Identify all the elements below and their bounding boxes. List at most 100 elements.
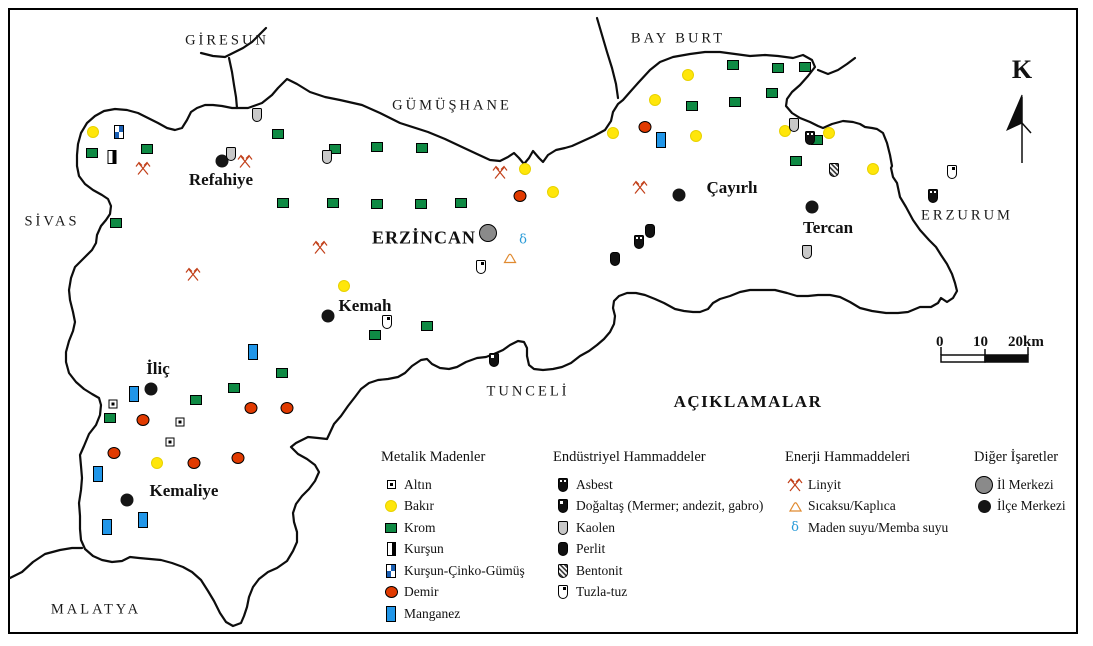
krom-icon bbox=[277, 198, 289, 208]
linyit-icon bbox=[185, 267, 201, 282]
krom-icon bbox=[766, 88, 778, 98]
linyit-icon bbox=[632, 180, 648, 195]
linyit-icon bbox=[135, 161, 151, 176]
il-icon bbox=[975, 475, 993, 494]
manganez-icon bbox=[248, 344, 258, 360]
region-label-erzurum: ERZURUM bbox=[921, 207, 1013, 224]
krom-icon bbox=[371, 199, 383, 209]
legend-item-label: Perlit bbox=[576, 541, 606, 557]
legend-item-label: Asbest bbox=[576, 476, 613, 492]
legend-item: Tuzla-tuz bbox=[553, 582, 778, 604]
kaolen-icon bbox=[252, 108, 262, 122]
manganez-icon bbox=[129, 386, 139, 402]
krom-icon bbox=[790, 156, 802, 166]
sicaksu-icon bbox=[503, 253, 517, 264]
manganez-icon bbox=[656, 132, 666, 148]
tuzla-icon bbox=[947, 165, 957, 179]
madensuyu-icon: δ bbox=[791, 520, 799, 536]
krom-icon bbox=[385, 522, 397, 533]
city-label-kemah: Kemah bbox=[338, 296, 392, 315]
dogaltas-icon bbox=[489, 353, 499, 367]
krom-icon bbox=[799, 62, 811, 72]
kcg-icon bbox=[114, 125, 124, 139]
legend-item: Doğaltaş (Mermer; andezit, gabro) bbox=[553, 496, 778, 518]
malatya-sivas-border bbox=[8, 546, 84, 580]
perlit-icon bbox=[558, 542, 568, 557]
bentonit-icon bbox=[829, 163, 839, 177]
legend-item: Kurşun bbox=[381, 539, 606, 561]
krom-icon bbox=[772, 63, 784, 73]
legend-item: Linyit bbox=[785, 474, 1010, 496]
gumushane-bayburt-border bbox=[595, 16, 620, 100]
ilce-merkezi-dot bbox=[672, 188, 686, 202]
region-label-malatya: MALATYA bbox=[50, 601, 142, 618]
linyit-icon bbox=[237, 154, 253, 169]
north-arrow bbox=[1006, 94, 1032, 163]
kaolen-icon bbox=[322, 150, 332, 164]
legend-item: Krom bbox=[381, 517, 606, 539]
map-frame bbox=[8, 8, 1078, 634]
kaolen-icon bbox=[789, 118, 799, 132]
legend-item: Altın bbox=[381, 474, 606, 496]
legend-item-label: Bentonit bbox=[576, 562, 623, 578]
region-label-tunceli: TUNCELİ bbox=[486, 383, 570, 400]
bakir-icon bbox=[607, 127, 619, 139]
krom-icon bbox=[276, 368, 288, 378]
legend-item-label: Doğaltaş (Mermer; andezit, gabro) bbox=[576, 498, 764, 514]
krom-icon bbox=[727, 60, 739, 70]
city-label-refahiye: Refahiye bbox=[188, 170, 254, 189]
altin-icon bbox=[175, 417, 185, 427]
legend-item: Sıcaksu/Kaplıca bbox=[785, 496, 1010, 518]
krom-icon bbox=[369, 330, 381, 340]
giresun-sivas-border bbox=[227, 56, 239, 110]
legend-item-label: Kurşun bbox=[404, 541, 444, 557]
krom-icon bbox=[371, 142, 383, 152]
bakir-icon bbox=[823, 127, 835, 139]
bakir-icon bbox=[867, 163, 879, 175]
ilce-icon bbox=[977, 499, 991, 513]
legend-item: İlçe Merkezi bbox=[974, 496, 1093, 518]
bakir-icon bbox=[338, 280, 350, 292]
legend-item-label: Kaolen bbox=[576, 519, 615, 535]
ilce-merkezi-dot bbox=[805, 200, 819, 214]
city-label-i̇liç: İliç bbox=[146, 359, 170, 378]
madensuyu-icon: δ bbox=[519, 232, 527, 248]
legend-item: Asbest bbox=[553, 474, 778, 496]
demir-icon bbox=[280, 402, 294, 414]
manganez-icon bbox=[102, 519, 112, 535]
legend-item-label: Maden suyu/Memba suyu bbox=[808, 519, 949, 535]
linyit-icon bbox=[787, 477, 803, 492]
asbest-icon bbox=[634, 235, 644, 249]
legend-group-endustriyel: Endüstriyel Hammaddeler Asbest Doğaltaş (… bbox=[553, 449, 778, 603]
demir-icon bbox=[231, 452, 245, 464]
bakir-icon bbox=[690, 130, 702, 142]
legend-item-label: Bakır bbox=[404, 498, 434, 514]
krom-icon bbox=[416, 143, 428, 153]
bakir-icon bbox=[151, 457, 163, 469]
krom-icon bbox=[228, 383, 240, 393]
tuzla-icon bbox=[476, 260, 486, 274]
legend-group-title: Diğer İşaretler bbox=[974, 449, 1059, 465]
demir-icon bbox=[107, 447, 121, 459]
scale-bar bbox=[940, 347, 1029, 363]
bayburt-erzurum-border bbox=[816, 56, 857, 76]
region-label-giresun: GİRESUN bbox=[185, 32, 269, 49]
krom-icon bbox=[729, 97, 741, 107]
bakir-icon bbox=[385, 500, 397, 513]
ilce-merkezi-dot bbox=[215, 154, 229, 168]
bakir-icon bbox=[87, 126, 99, 138]
legend-item-label: Linyit bbox=[808, 476, 841, 492]
tuzla-icon bbox=[558, 585, 568, 600]
scale-10: 10 bbox=[973, 334, 988, 350]
demir-icon bbox=[136, 414, 150, 426]
tuzla-icon bbox=[382, 315, 392, 329]
legend-item: Manganez bbox=[381, 603, 606, 625]
city-label-tercan: Tercan bbox=[802, 218, 854, 237]
legend-item-label: Demir bbox=[404, 584, 439, 600]
region-label-bayburt: BAY BURT bbox=[630, 30, 726, 47]
province-outline bbox=[64, 50, 959, 628]
kcg-icon bbox=[386, 563, 396, 578]
dogaltas-icon bbox=[558, 499, 568, 514]
legend-item-label: Manganez bbox=[404, 605, 461, 621]
